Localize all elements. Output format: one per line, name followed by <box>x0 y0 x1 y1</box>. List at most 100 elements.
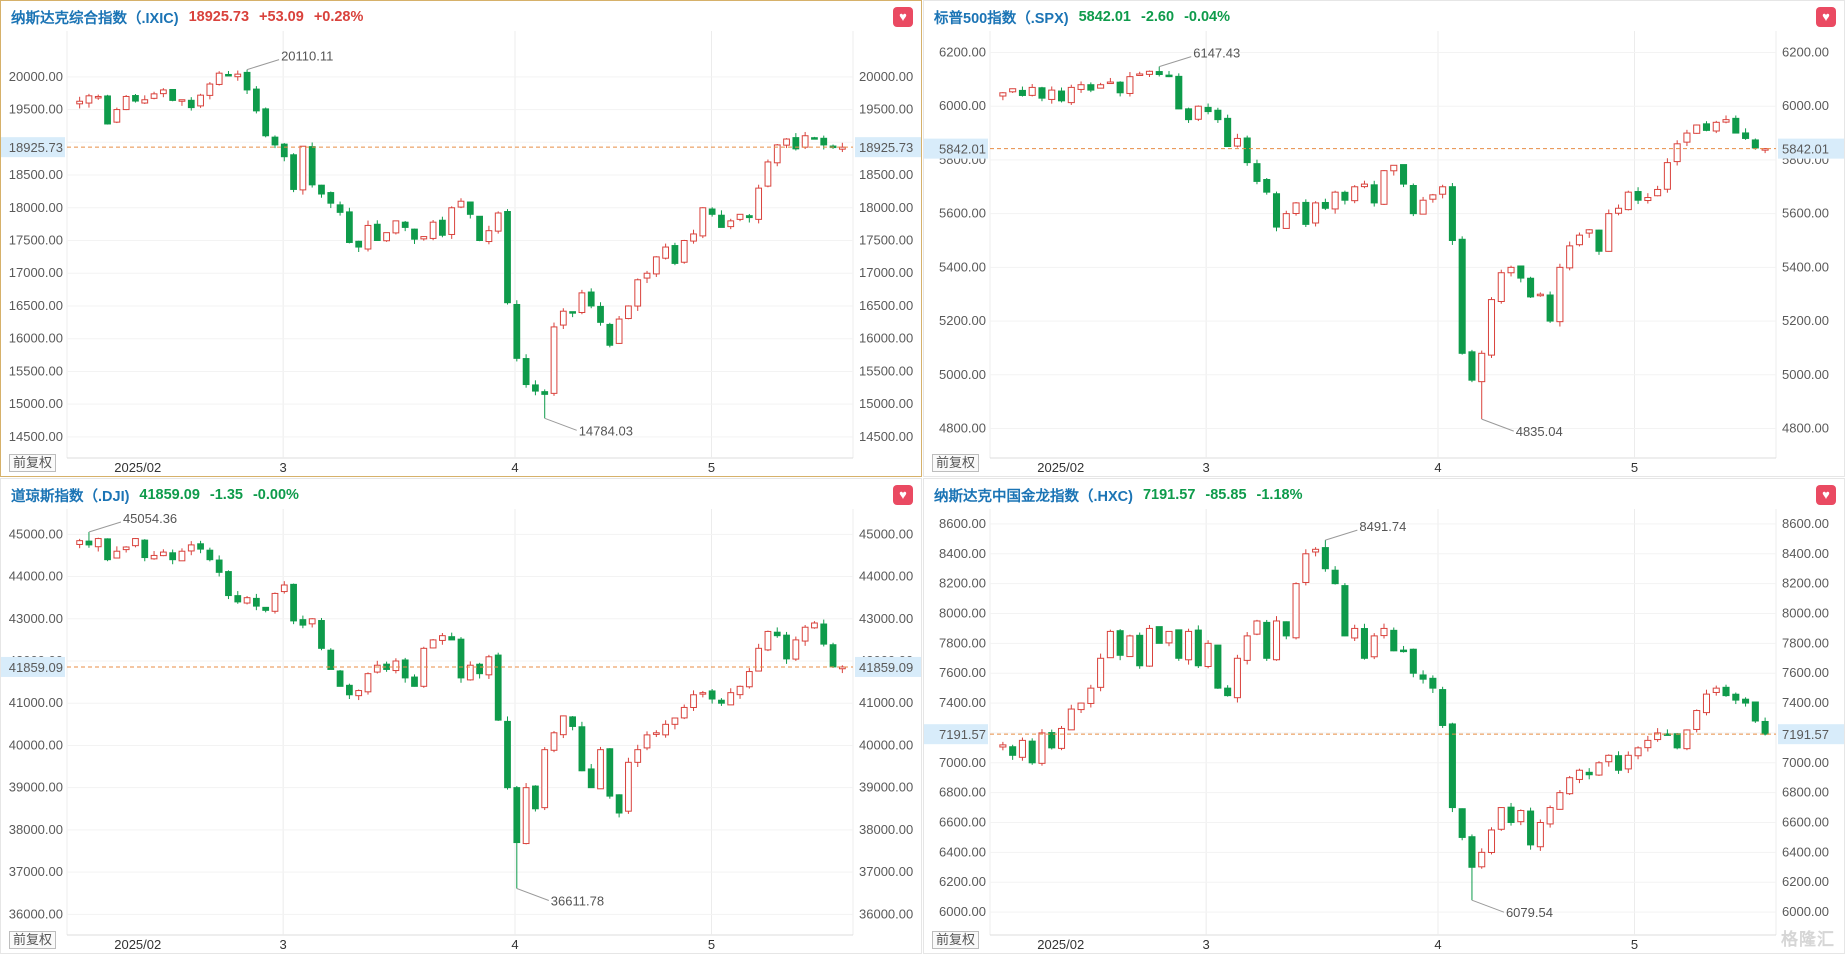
candle <box>1380 170 1388 205</box>
candle-body <box>1634 191 1642 201</box>
candle-body <box>252 88 260 112</box>
last-price-tag-left <box>1 656 65 677</box>
x-tick-label: 4 <box>511 460 518 475</box>
candle-body <box>1341 585 1349 637</box>
heart-icon[interactable]: ♥ <box>893 485 913 505</box>
adjustment-badge[interactable]: 前复权 <box>932 454 980 472</box>
y-tick-label-right: 5600.00 <box>1782 206 1829 221</box>
chart-panel-dji[interactable]: 2025/02 3 4 5 45000.00 45000.00 44000.00 44000.… <box>0 478 922 954</box>
candle-body <box>999 92 1007 97</box>
candle <box>113 107 121 124</box>
candle-body <box>662 246 670 259</box>
y-tick-label-right: 6600.00 <box>1782 815 1829 830</box>
heart-icon[interactable]: ♥ <box>1816 485 1836 505</box>
candle-body <box>615 318 623 344</box>
heart-icon[interactable]: ♥ <box>893 7 913 27</box>
candle <box>411 674 418 687</box>
candle-body <box>1312 548 1320 553</box>
candle-body <box>1243 635 1251 661</box>
y-tick-label-left: 8600.00 <box>939 516 986 531</box>
y-tick-label-left: 18000.00 <box>9 200 63 215</box>
candle-body <box>727 220 735 228</box>
candle-body <box>1038 732 1046 764</box>
candle <box>1566 241 1574 271</box>
y-tick-label-right: 6200.00 <box>1782 44 1829 59</box>
candle-body <box>1556 266 1564 323</box>
candle-body <box>336 204 344 213</box>
candle <box>550 322 558 396</box>
candle <box>1331 190 1339 214</box>
y-tick-label-right: 38000.00 <box>859 822 913 837</box>
candle-body <box>699 692 707 695</box>
candle-body <box>1292 583 1300 639</box>
candle-body <box>1615 207 1623 214</box>
x-tick-label: 5 <box>708 937 715 952</box>
candle <box>1272 616 1281 661</box>
candle-body <box>234 595 242 603</box>
candle <box>1507 265 1515 277</box>
index-name[interactable]: 标普500指数（.SPX) <box>934 10 1069 27</box>
candle-body <box>1429 677 1437 689</box>
candle <box>1341 583 1349 637</box>
chart-panel-ixic[interactable]: 2025/02 3 4 5 20000.00 20000.00 19500.00 19500.… <box>0 0 922 477</box>
last-price-label-right: 41859.09 <box>859 660 913 675</box>
candle-body <box>606 323 614 346</box>
candle <box>680 239 688 264</box>
candle-body <box>448 207 456 235</box>
candle-body <box>764 161 772 187</box>
candle <box>625 757 632 814</box>
candle <box>1360 623 1368 660</box>
candle-body <box>150 554 158 560</box>
chart-panel-spx[interactable]: 2025/02 3 4 5 6200.00 6200.00 6000.00 6000.00 58… <box>923 0 1845 477</box>
candle <box>262 107 270 138</box>
candle <box>606 322 614 348</box>
candle-body <box>1253 620 1261 635</box>
candle <box>1566 775 1574 796</box>
candle-body <box>141 539 149 559</box>
y-tick-label-right: 15000.00 <box>859 396 913 411</box>
candle <box>1360 180 1368 189</box>
candle <box>1722 115 1730 124</box>
candle <box>1546 805 1554 828</box>
candle <box>587 288 595 309</box>
y-tick-label-left: 7400.00 <box>939 695 986 710</box>
candle-body <box>569 311 576 314</box>
candle-body <box>1732 693 1740 701</box>
candle <box>1321 198 1329 211</box>
candle-body <box>494 654 502 721</box>
candle-body <box>708 208 716 215</box>
candle <box>113 546 121 559</box>
index-price: 41859.09 <box>139 487 200 503</box>
candle <box>85 532 93 548</box>
x-tick-label: 3 <box>1203 937 1210 952</box>
candle <box>1644 735 1652 752</box>
candle <box>308 618 316 628</box>
candle <box>634 278 642 311</box>
candle <box>494 652 502 721</box>
candle <box>764 159 772 188</box>
candle <box>1556 263 1564 327</box>
x-tick-label: 5 <box>1631 937 1638 952</box>
candle <box>1077 702 1085 714</box>
index-name[interactable]: 纳斯达克中国金龙指数（.HXC) <box>934 488 1133 505</box>
candle-body <box>1380 170 1388 205</box>
candle <box>1732 692 1740 705</box>
adjustment-badge[interactable]: 前复权 <box>932 931 980 949</box>
heart-icon[interactable]: ♥ <box>1816 7 1836 27</box>
candle-body <box>76 100 84 105</box>
candle <box>1214 644 1222 689</box>
candle-body <box>1742 698 1750 704</box>
high-pointer <box>246 59 280 71</box>
candle <box>1546 291 1554 323</box>
low-annotation: 6079.54 <box>1506 905 1553 920</box>
chart-panel-hxc[interactable]: 2025/02 3 4 5 8600.00 8600.00 8400.00 8400.00 82… <box>923 478 1845 954</box>
index-name[interactable]: 纳斯达克综合指数（.IXIC) <box>11 10 179 27</box>
candle-body <box>1126 635 1134 658</box>
index-name[interactable]: 道琼斯指数（.DJI) <box>11 488 130 505</box>
candle-body <box>1693 710 1701 730</box>
adjustment-badge[interactable]: 前复权 <box>9 454 57 472</box>
candle-body <box>262 606 270 611</box>
adjustment-badge[interactable]: 前复权 <box>9 931 57 949</box>
last-price-tag-right <box>1778 138 1844 159</box>
candle-body <box>318 184 325 195</box>
